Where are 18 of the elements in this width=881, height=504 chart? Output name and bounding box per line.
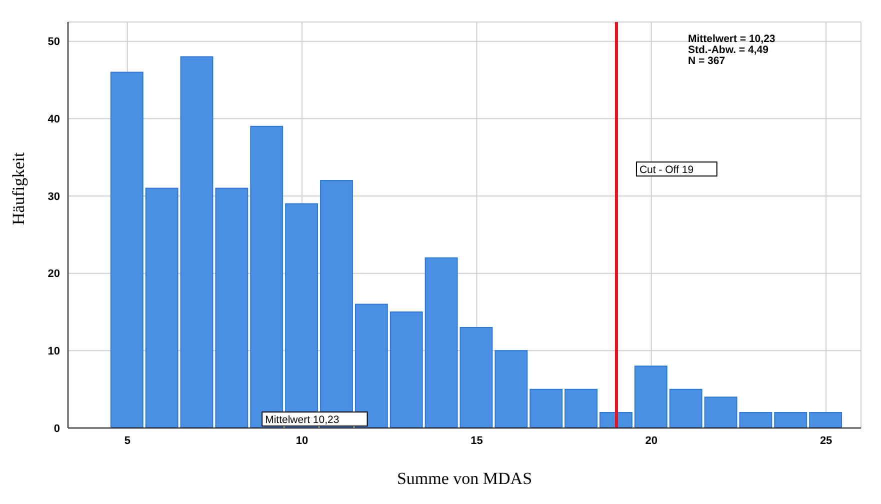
ref-line-label: Cut - Off 19: [639, 164, 694, 176]
y-tick-label: 50: [48, 36, 60, 48]
y-tick-label: 40: [48, 114, 60, 126]
x-axis-title: Summe von MDAS: [396, 469, 532, 488]
y-tick-label: 20: [48, 268, 60, 280]
y-tick-label: 10: [48, 346, 60, 358]
y-tick-label: 30: [48, 190, 60, 203]
x-tick-label: 10: [296, 434, 308, 447]
annotation: Std.-Abw. = 4,49: [688, 44, 770, 56]
y-tick-label: 0: [54, 422, 60, 435]
x-tick-label: 15: [470, 434, 483, 447]
x-tick-label: 5: [124, 434, 130, 447]
y-axis-title: Häufigkeit: [9, 152, 28, 225]
annotation: Mittelwert = 10,23: [688, 33, 776, 45]
x-tick-label: 25: [820, 434, 832, 447]
x-tick-label: 20: [645, 434, 658, 447]
annotation: Mittelwert 10,23: [265, 414, 340, 426]
annotation: N = 367: [688, 55, 726, 67]
